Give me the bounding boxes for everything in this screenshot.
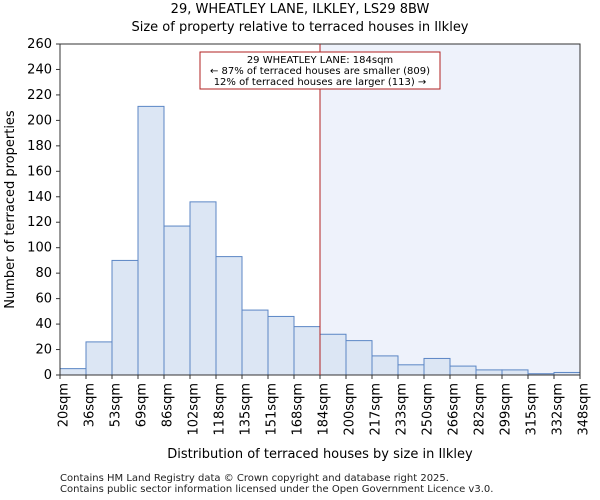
larger-region-shading: [320, 44, 580, 375]
x-tick-label: 184sqm: [317, 383, 332, 436]
histogram-bar: [85, 341, 113, 376]
x-tick-label: 266sqm: [447, 383, 462, 436]
annotation-box: [199, 51, 441, 90]
y-tick-label: 0: [44, 368, 52, 383]
y-tick-label: 20: [35, 343, 52, 358]
histogram-bar: [397, 364, 425, 376]
y-tick-label: 240: [27, 62, 52, 77]
x-tick-label: 151sqm: [265, 383, 280, 436]
histogram-bar: [267, 315, 295, 376]
histogram-bar: [345, 340, 373, 376]
y-tick-label: 80: [35, 266, 52, 281]
chart-title: 29, WHEATLEY LANE, ILKLEY, LS29 8BW: [170, 2, 430, 17]
x-tick-label: 135sqm: [239, 383, 254, 436]
y-tick-label: 260: [27, 37, 52, 52]
x-tick-label: 102sqm: [187, 383, 202, 436]
annotation-line-2: ← 87% of terraced houses are smaller (80…: [210, 66, 430, 77]
x-tick-label: 217sqm: [369, 383, 384, 436]
x-tick-label: 299sqm: [499, 383, 514, 436]
y-tick-label: 200: [27, 113, 52, 128]
y-tick-label: 100: [27, 241, 52, 256]
x-tick-label: 348sqm: [577, 383, 592, 436]
x-tick-label: 118sqm: [213, 383, 228, 436]
x-tick-label: 250sqm: [421, 383, 436, 436]
histogram-bar: [423, 357, 451, 376]
y-tick-label: 120: [27, 215, 52, 230]
x-tick-label: 20sqm: [57, 383, 72, 427]
x-tick-label: 315sqm: [525, 383, 540, 436]
histogram-bar: [163, 225, 191, 376]
annotation-line-1: 29 WHEATLEY LANE: 184sqm: [247, 55, 393, 66]
x-tick-label: 86sqm: [161, 383, 176, 427]
histogram-bar: [111, 259, 139, 376]
histogram-bar: [215, 256, 243, 376]
y-tick-label: 220: [27, 88, 52, 103]
histogram-bar: [371, 355, 399, 376]
histogram-bar: [319, 333, 347, 376]
footer-copyright: Contains HM Land Registry data © Crown c…: [60, 473, 449, 484]
histogram-bar: [59, 368, 87, 376]
x-tick-label: 332sqm: [551, 383, 566, 436]
histogram-bar: [449, 365, 477, 376]
x-tick-label: 282sqm: [473, 383, 488, 436]
histogram-bar: [475, 369, 503, 376]
histogram-bar: [293, 326, 321, 376]
y-tick-label: 140: [27, 190, 52, 205]
histogram-bar: [137, 105, 165, 376]
histogram-bar: [501, 369, 529, 376]
histogram-bar: [241, 309, 269, 376]
annotation-line-3: 12% of terraced houses are larger (113) …: [214, 77, 427, 88]
y-tick-label: 60: [35, 292, 52, 307]
histogram-bar: [189, 201, 217, 376]
y-tick-label: 180: [27, 139, 52, 154]
y-tick-label: 40: [35, 317, 52, 332]
x-tick-label: 233sqm: [395, 383, 410, 436]
y-axis-label: Number of terraced properties: [3, 110, 18, 309]
x-axis-label: Distribution of terraced houses by size …: [167, 447, 473, 462]
x-tick-label: 168sqm: [291, 383, 306, 436]
chart-subtitle: Size of property relative to terraced ho…: [131, 20, 469, 35]
x-tick-label: 53sqm: [109, 383, 124, 427]
y-tick-label: 160: [27, 164, 52, 179]
x-tick-label: 69sqm: [135, 383, 150, 427]
footer-licence: Contains public sector information licen…: [60, 484, 494, 495]
x-tick-label: 36sqm: [83, 383, 98, 427]
x-tick-label: 200sqm: [343, 383, 358, 436]
